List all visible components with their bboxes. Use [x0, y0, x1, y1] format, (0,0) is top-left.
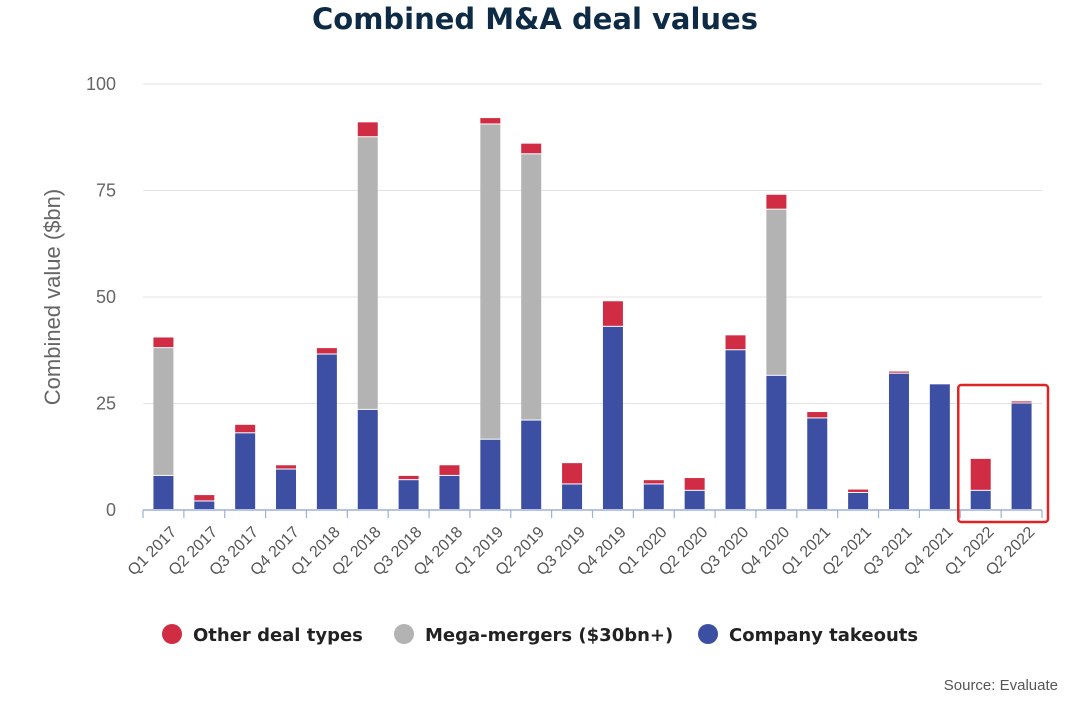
- bar-segment: [929, 384, 950, 509]
- bar-segment: [807, 412, 828, 418]
- source-note: Source: Evaluate: [944, 677, 1058, 694]
- bar-segment: [357, 137, 378, 409]
- bar-segment: [684, 478, 705, 490]
- bar-segment: [1011, 401, 1032, 403]
- bar-segment: [439, 465, 460, 475]
- y-tick-label: 100: [86, 74, 116, 94]
- bar-segment: [848, 489, 869, 492]
- bar-segment: [480, 124, 501, 439]
- bar-segment: [643, 480, 664, 484]
- bar-segment: [766, 209, 787, 375]
- highlight-rectangle: [957, 383, 1050, 524]
- legend-swatch: [394, 624, 414, 644]
- legend-swatch: [162, 624, 182, 644]
- bar-segment: [357, 122, 378, 137]
- legend-label: Other deal types: [193, 625, 363, 646]
- bar-segment: [276, 469, 297, 509]
- legend: Other deal types Mega-mergers ($30bn+) Com…: [162, 624, 918, 646]
- bar-segment: [766, 194, 787, 209]
- bar-segment: [684, 490, 705, 509]
- bar-segment: [602, 326, 623, 509]
- bar-segment: [725, 350, 746, 509]
- bar-segment: [807, 418, 828, 509]
- bar-segment: [725, 335, 746, 350]
- y-tick-label: 0: [106, 500, 116, 520]
- y-axis-ticks: 0 25 50 75 100: [86, 74, 116, 520]
- bar-segment: [521, 420, 542, 509]
- chart-title: Combined M&A deal values: [312, 2, 758, 36]
- bar-segment: [970, 458, 991, 490]
- bar-segment: [888, 373, 909, 509]
- bar-segment: [602, 301, 623, 326]
- bar-segment: [398, 475, 419, 480]
- bar-segment: [970, 490, 991, 509]
- bar-segment: [153, 337, 174, 348]
- y-tick-label: 75: [96, 181, 116, 201]
- bar-segment: [848, 492, 869, 509]
- bar-segment: [562, 463, 583, 484]
- legend-swatch: [698, 624, 718, 644]
- bar-segment: [153, 475, 174, 509]
- bar-segment: [480, 439, 501, 509]
- bar-segment: [888, 371, 909, 373]
- bar-segment: [521, 154, 542, 420]
- bar-segment: [766, 375, 787, 509]
- bar-segment: [439, 475, 460, 509]
- bar-segment: [194, 495, 215, 501]
- y-tick-label: 50: [96, 287, 116, 307]
- bar-segment: [521, 143, 542, 154]
- bar-segment: [235, 433, 256, 509]
- gridlines: [143, 83, 1042, 404]
- y-tick-label: 25: [96, 394, 116, 414]
- bar-segment: [316, 354, 337, 509]
- bar-segment: [357, 409, 378, 509]
- bar-segment: [316, 348, 337, 354]
- bar-segment: [194, 501, 215, 509]
- bar-segment: [1011, 403, 1032, 509]
- y-axis-label: Combined value ($bn): [40, 189, 65, 405]
- bar-segment: [562, 484, 583, 509]
- bar-segment: [643, 484, 664, 509]
- legend-label: Company takeouts: [729, 625, 918, 646]
- bar-segment: [276, 465, 297, 469]
- bar-segment: [480, 118, 501, 124]
- legend-label: Mega-mergers ($30bn+): [425, 625, 673, 646]
- bar-segment: [153, 348, 174, 475]
- highlight-box: [957, 383, 1050, 524]
- bar-segment: [398, 480, 419, 509]
- bars: [153, 118, 1032, 509]
- bar-segment: [235, 424, 256, 433]
